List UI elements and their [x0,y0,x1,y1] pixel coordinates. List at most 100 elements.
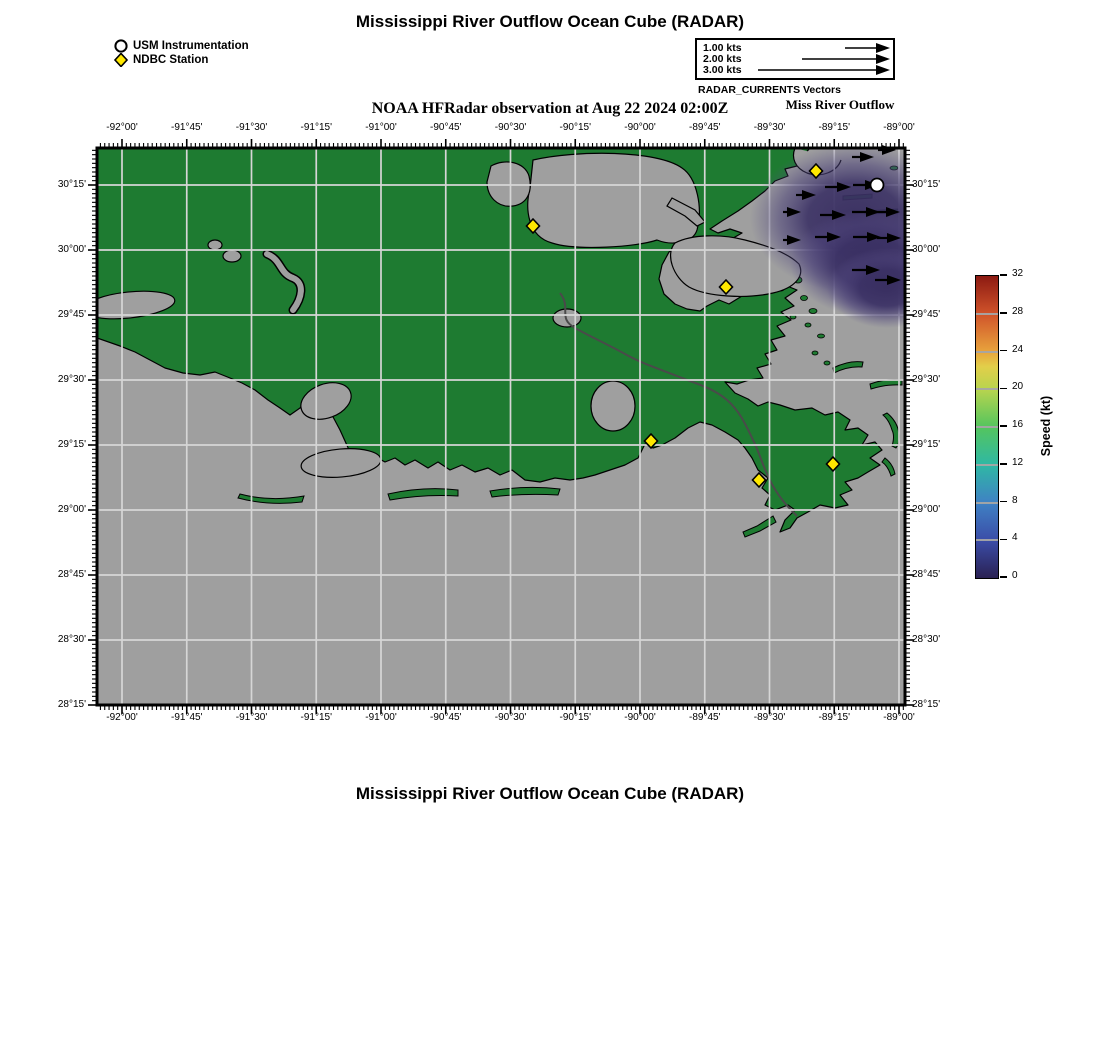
current-vectors [783,145,901,285]
x-tick-label-bottom: -91°15' [300,712,332,723]
y-tick-label-right: 29°00' [912,504,941,515]
colorbar-tick [1000,576,1007,578]
scale-arrow-head [876,54,890,64]
inland-waters [97,148,842,478]
x-tick-label-top: -90°00' [624,122,656,133]
rigolets-channel [666,197,706,227]
colorbar-tick [1000,312,1007,314]
arrow-head [866,265,880,275]
small-lake-2 [222,249,242,263]
x-tick-label-bottom: -89°45' [689,712,721,723]
ndbc-station-marker [525,217,541,235]
current-vector-arrow [825,182,851,192]
small-lake-1 [207,239,223,251]
colorbar-divider [976,426,998,428]
legend-label-ndbc: NDBC Station [133,54,209,66]
colorbar-tick [1000,500,1007,503]
colorbar-divider [976,350,998,353]
barataria-bay [590,380,636,432]
colorbar-tick-label: 0 [1012,570,1018,581]
current-vector-arrow [877,233,901,243]
y-tick-label-right: 30°00' [912,244,941,255]
y-tick-label-right: 28°30' [912,634,941,645]
arrow-head [787,207,801,217]
current-vector-arrow [796,190,816,200]
current-vector-arrow [876,207,900,217]
arrow-head [860,152,874,162]
map-border [95,146,907,707]
colorbar-tick-label: 32 [1012,268,1024,279]
vector-scale-label-3: 3.00 kts [703,64,742,76]
vector-scale-label-2: 2.00 kts [703,53,742,65]
y-tick-label-left: 30°15' [57,179,86,190]
ndbc-diamond-icon [113,53,129,67]
y-tick-label-left: 28°15' [57,699,86,710]
terrebonne-bay [300,382,352,420]
axis-ticks [88,139,914,714]
lake-salvador [552,308,582,328]
arrow-head [837,182,851,192]
scale-arrow-head [876,43,890,53]
ndbc-station-marker [643,432,659,450]
ndbc-station-marker [718,278,734,296]
y-tick-label-right: 29°30' [912,374,941,385]
current-vector-arrow [820,210,846,220]
y-tick-label-left: 29°15' [57,439,86,450]
vector-scale-label-1: 1.00 kts [703,42,742,54]
colorbar-tick [1000,463,1007,465]
figure-title-top: Mississippi River Outflow Ocean Cube (RA… [355,12,745,31]
x-tick-label-bottom: -89°15' [818,712,850,723]
map [88,139,914,714]
y-tick-label-right: 29°15' [912,439,941,450]
colorbar-tick-label: 4 [1012,532,1018,544]
y-tick-label-left: 29°00' [57,504,86,515]
x-tick-label-bottom: -89°30' [753,712,786,723]
y-tick-label-left: 28°45' [57,569,86,580]
x-tick-label-top: -89°45' [689,122,721,133]
bay-west-wedge [97,290,176,320]
x-tick-label-top: -90°15' [559,122,591,133]
colorbar-tick [1000,274,1007,276]
colorbar-tick-label: 20 [1012,381,1024,393]
current-vector-arrow [875,275,901,285]
x-tick-label-bottom: -90°30' [494,712,527,723]
colorbar-tick [1000,538,1007,540]
arrow-head [886,207,900,217]
station-markers [525,162,885,489]
ndbc-station-marker [808,162,824,180]
colorbar-divider [976,539,998,542]
current-vector-arrow [783,235,801,245]
graticule [97,148,905,706]
usm-circle-icon [114,39,128,53]
current-vector-arrow [815,232,841,242]
y-tick-label-left: 29°45' [57,309,86,320]
vector-scale-arrows [758,43,890,75]
colorbar [975,275,999,579]
colorbar-tick-label: 28 [1012,305,1024,317]
ndbc-station-marker [751,471,767,489]
x-tick-label-bottom: -89°00' [883,712,915,723]
colorbar-divider [976,463,998,466]
arrow-head [867,232,881,242]
mainland-louisiana-mississippi [97,148,883,533]
arrow-head [827,232,841,242]
arrow-head [887,233,901,243]
y-tick-label-right: 30°15' [912,179,941,190]
arrow-head [787,235,801,245]
colorbar-tick-label: 12 [1012,456,1024,468]
x-tick-label-top: -89°00' [883,122,915,133]
legend-label-usm: USM Instrumentation [133,40,249,52]
x-tick-label-bottom: -90°15' [559,712,591,723]
x-tick-label-top: -89°15' [818,122,850,133]
colorbar-divider [976,312,998,315]
arrow-head [832,210,846,220]
current-vector-arrow [783,207,801,217]
colorbar-tick-label: 8 [1012,494,1018,506]
x-tick-label-top: -91°15' [300,122,332,133]
x-tick-label-bottom: -90°45' [430,712,462,723]
region-label: Miss River Outflow [785,97,895,112]
arrow-head [887,275,901,285]
colorbar-divider [976,501,998,504]
vector-scale-caption: RADAR_CURRENTS Vectors [698,84,841,96]
